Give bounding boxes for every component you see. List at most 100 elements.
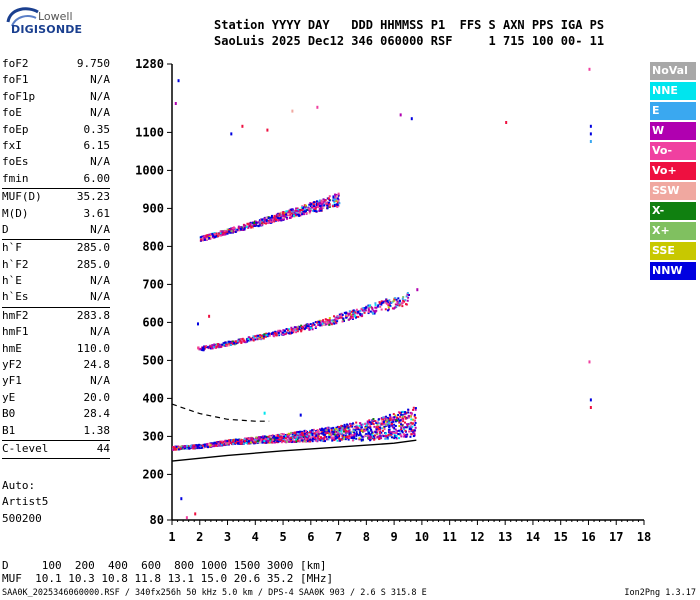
echo-point: [228, 228, 231, 231]
echo-point: [326, 204, 329, 207]
echo-point: [263, 222, 266, 225]
echo-point: [290, 330, 293, 333]
echo-point: [336, 434, 339, 437]
echo-point: [390, 424, 393, 427]
echo-point: [245, 225, 248, 228]
echo-point: [183, 447, 186, 450]
echo-point: [301, 433, 304, 436]
echo-point: [206, 446, 209, 449]
echo-point: [254, 438, 257, 441]
echo-point: [238, 438, 241, 441]
echo-point: [231, 340, 234, 343]
echo-point: [332, 196, 335, 199]
echo-point: [413, 419, 416, 422]
echo-point: [283, 213, 286, 216]
echo-point: [340, 429, 343, 432]
echo-point: [302, 433, 305, 436]
echo-point: [355, 308, 358, 311]
param-value: N/A: [90, 290, 110, 304]
echo-point: [210, 346, 213, 349]
echo-point: [276, 216, 279, 219]
echo-point: [267, 332, 270, 335]
echo-point: [295, 438, 298, 441]
echo-point: [323, 432, 326, 435]
echo-point: [307, 435, 310, 438]
echo-point: [337, 198, 340, 201]
echo-point: [319, 205, 322, 208]
echo-point: [242, 442, 245, 445]
echo-point: [297, 436, 300, 439]
echo-point: [358, 431, 361, 434]
echo-point: [244, 437, 247, 440]
echo-point: [311, 209, 314, 212]
echo-point: [270, 332, 273, 335]
echo-point: [275, 218, 278, 221]
echo-point: [290, 326, 293, 329]
echo-point: [313, 432, 316, 435]
echo-point: [398, 419, 401, 422]
echo-point: [327, 201, 330, 204]
echo-point: [274, 434, 277, 437]
echo-point: [328, 430, 331, 433]
echo-point: [244, 226, 247, 229]
echo-point: [239, 227, 242, 230]
echo-point: [219, 442, 222, 445]
echo-point: [252, 339, 255, 342]
echo-point: [336, 197, 339, 200]
echo-point: [336, 195, 339, 198]
echo-point: [374, 310, 377, 313]
logo-text-lowell: Lowell: [38, 10, 73, 23]
echo-point: [411, 429, 414, 432]
echo-point: [311, 203, 314, 206]
echo-point: [181, 447, 184, 450]
echo-point: [216, 443, 219, 446]
echo-point: [373, 438, 376, 441]
x-tick-label: 10: [415, 530, 429, 544]
echo-point: [388, 299, 391, 302]
echo-point: [259, 436, 262, 439]
echo-point: [290, 437, 293, 440]
legend-item: NNW: [650, 262, 696, 280]
echo-point: [243, 224, 246, 227]
param-name: fxI: [2, 138, 22, 152]
echo-point: [213, 343, 216, 346]
echo-point: [379, 429, 382, 432]
echo-point: [380, 431, 383, 434]
echo-point: [258, 221, 261, 224]
echo-point: [395, 298, 398, 301]
echo-point: [330, 427, 333, 430]
echo-point: [401, 431, 404, 434]
echo-point: [395, 434, 398, 437]
echo-point: [412, 408, 415, 411]
echo-point: [342, 438, 345, 441]
echo-point: [339, 315, 342, 318]
echo-point: [355, 434, 358, 437]
echo-point: [348, 433, 351, 436]
x-tick-label: 7: [335, 530, 342, 544]
param-value: 0.35: [83, 122, 111, 136]
param-row: foE N/A: [2, 105, 110, 121]
echo-point: [233, 342, 236, 345]
echo-point: [369, 426, 372, 429]
echo-point: [315, 436, 318, 439]
echo-point: [281, 218, 284, 221]
echo-point: [371, 421, 374, 424]
echo-point: [397, 433, 400, 436]
echo-point: [315, 434, 318, 437]
echo-point: [377, 425, 380, 428]
echo-point: [338, 202, 341, 205]
echo-point: [397, 297, 400, 300]
echo-point: [326, 321, 329, 324]
echo-point: [311, 328, 314, 331]
noise-echo: [291, 109, 294, 113]
echo-point: [337, 192, 340, 195]
echo-point: [278, 333, 281, 336]
echo-point: [297, 213, 300, 216]
echo-point: [407, 414, 410, 417]
echo-point: [403, 428, 406, 431]
echo-point: [201, 235, 204, 238]
echo-point: [348, 432, 351, 435]
echo-point: [361, 307, 364, 310]
echo-point: [369, 439, 372, 442]
echo-point: [322, 201, 325, 204]
